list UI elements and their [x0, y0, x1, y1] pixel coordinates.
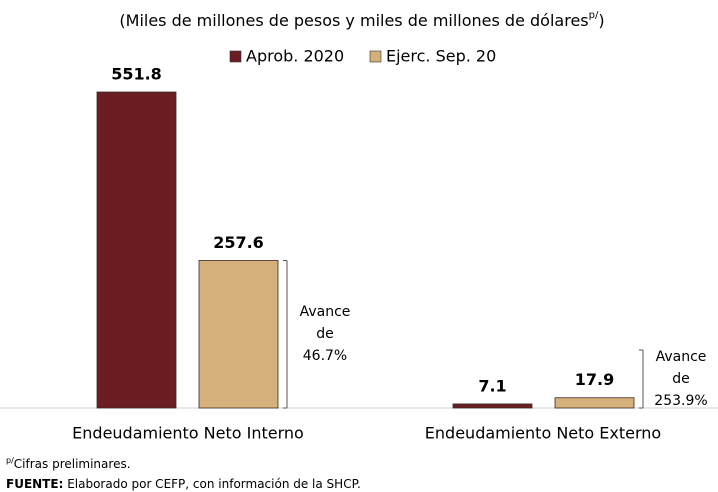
legend-swatch — [229, 50, 242, 63]
source: FUENTE: Elaborado por CEFP, con informac… — [6, 477, 361, 491]
annotation: 46.7% — [303, 348, 347, 364]
annotation: 253.9% — [654, 393, 707, 409]
bar — [198, 260, 279, 409]
source-text: Elaborado por CEFP, con información de l… — [63, 477, 360, 491]
annotation: Avance — [656, 349, 707, 365]
legend-swatch — [369, 50, 382, 63]
bar — [96, 91, 177, 409]
footnote-superscript: p/ — [6, 456, 14, 465]
x-tick-label: Endeudamiento Neto Externo — [425, 424, 661, 443]
value-label: 257.6 — [213, 233, 264, 252]
legend-label: Aprob. 2020 — [246, 47, 344, 66]
title-text: (Miles de millones de pesos y miles de m… — [119, 11, 588, 30]
title-end: ) — [598, 11, 604, 30]
bar — [554, 397, 635, 409]
value-label: 551.8 — [111, 65, 162, 84]
bar — [452, 403, 533, 409]
x-tick-label: Endeudamiento Neto Interno — [72, 424, 304, 443]
value-label: 17.9 — [575, 370, 614, 389]
footnote: p/Cifras preliminares. — [6, 456, 131, 471]
value-label: 7.1 — [478, 376, 506, 395]
annotation: Avance — [300, 304, 351, 320]
annotation: de — [316, 326, 334, 342]
legend-label: Ejerc. Sep. 20 — [386, 47, 496, 66]
annotation: de — [672, 371, 690, 387]
title-superscript: p/ — [589, 10, 599, 21]
footnote-text: Cifras preliminares. — [14, 457, 131, 471]
source-label: FUENTE: — [6, 477, 63, 491]
chart-title: (Miles de millones de pesos y miles de m… — [119, 10, 604, 30]
